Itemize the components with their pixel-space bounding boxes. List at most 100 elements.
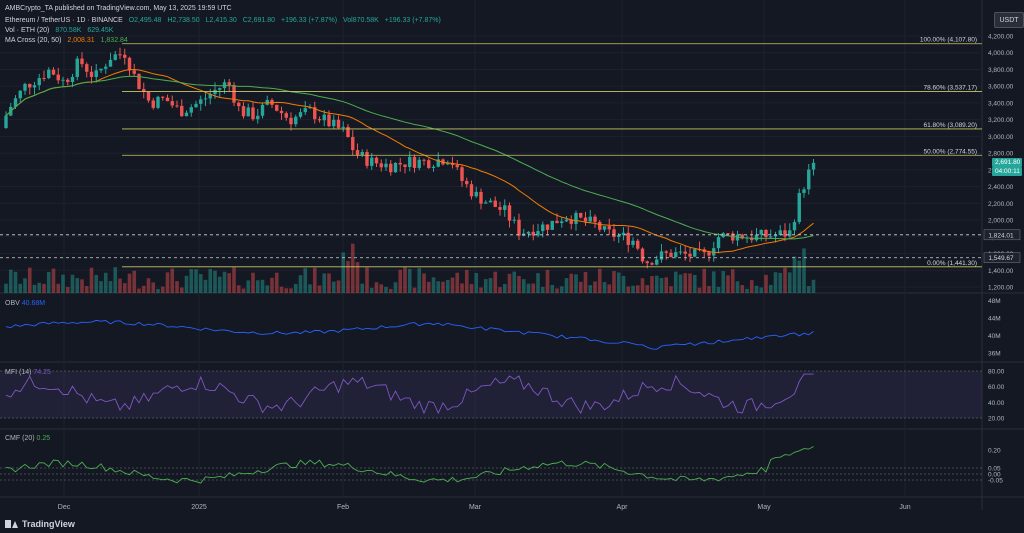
obv-legend[interactable]: OBV 40.68M bbox=[5, 300, 45, 307]
candle-body bbox=[18, 90, 22, 99]
candle-body bbox=[517, 219, 521, 236]
volume-bar bbox=[792, 256, 797, 293]
price-axis-label: 1,200.00 bbox=[988, 285, 1014, 292]
volume-bar bbox=[688, 273, 692, 293]
candle-body bbox=[384, 163, 388, 168]
obv-axis-label: 48M bbox=[988, 298, 1001, 305]
volume-bar bbox=[75, 278, 80, 293]
obv-label: OBV bbox=[5, 300, 20, 307]
volume-bar bbox=[132, 270, 137, 293]
price-axis-label: 1,400.00 bbox=[988, 268, 1014, 275]
volume-bar bbox=[303, 268, 308, 293]
candle-body bbox=[142, 88, 146, 92]
symbol-title[interactable]: Ethereum / TetherUS · 1D · BINANCE bbox=[5, 17, 123, 24]
candle-body bbox=[792, 222, 797, 231]
volume-bar bbox=[711, 271, 716, 293]
volume-bar bbox=[441, 281, 445, 293]
candle-body bbox=[332, 119, 336, 127]
candle-body bbox=[184, 112, 189, 117]
volume-bar bbox=[108, 281, 113, 293]
volume-bar bbox=[588, 285, 593, 293]
candle-body bbox=[621, 232, 626, 236]
volume-bar bbox=[398, 269, 403, 293]
volume-bar bbox=[654, 275, 659, 293]
volume-bar bbox=[716, 286, 721, 293]
volume-bar bbox=[659, 277, 664, 293]
cmf-legend[interactable]: CMF (20) 0.25 bbox=[5, 435, 50, 442]
volume-bar bbox=[255, 280, 260, 293]
candle-body bbox=[469, 184, 474, 197]
price-axis-label: 3,600.00 bbox=[988, 84, 1014, 91]
fib-level-label: 100.00% (4,107.80) bbox=[920, 37, 977, 44]
volume-bar bbox=[246, 280, 251, 293]
candle-body bbox=[123, 54, 127, 58]
volume-bar bbox=[697, 287, 702, 293]
candle-body bbox=[127, 57, 132, 71]
candle-body bbox=[99, 68, 103, 71]
candle-body bbox=[764, 229, 768, 237]
candle-body bbox=[346, 126, 350, 138]
volume-bar bbox=[521, 279, 526, 293]
volume-bar bbox=[650, 276, 654, 293]
candle-body bbox=[180, 105, 184, 117]
candle-body bbox=[189, 107, 193, 113]
price-axis-label: 2,400.00 bbox=[988, 184, 1014, 191]
volume-bar bbox=[768, 284, 773, 293]
volume-bar bbox=[555, 288, 559, 293]
volume-bar bbox=[355, 262, 360, 293]
candles-group bbox=[4, 47, 816, 269]
volume-bar bbox=[213, 270, 217, 293]
candle-body bbox=[631, 240, 635, 245]
volume-bar bbox=[707, 286, 711, 293]
candle-body bbox=[612, 229, 616, 237]
candle-body bbox=[379, 163, 383, 168]
price-axis-label: 3,800.00 bbox=[988, 67, 1014, 74]
candle-body bbox=[598, 221, 602, 230]
volume-bar bbox=[545, 269, 550, 293]
volume-bar bbox=[18, 283, 23, 293]
volume-bar bbox=[298, 275, 303, 293]
obv-axis-label: 36M bbox=[988, 351, 1001, 358]
volume-bar bbox=[151, 282, 156, 293]
volume-bar bbox=[89, 267, 94, 293]
volume-bar bbox=[764, 274, 768, 293]
candle-body bbox=[137, 73, 141, 89]
candle-body bbox=[199, 99, 203, 104]
candle-body bbox=[104, 66, 108, 69]
volume-bar bbox=[141, 285, 146, 293]
candle-body bbox=[769, 236, 773, 238]
price-axis-label: 3,000.00 bbox=[988, 134, 1014, 141]
candle-body bbox=[655, 259, 659, 265]
candle-body bbox=[688, 253, 692, 257]
candle-body bbox=[85, 64, 89, 72]
volume-bar bbox=[621, 275, 626, 293]
candle-body bbox=[28, 83, 32, 88]
obv-axis-label: 44M bbox=[988, 316, 1001, 323]
volume-bar bbox=[616, 272, 621, 293]
candle-body bbox=[740, 234, 744, 239]
candle-body bbox=[659, 251, 664, 260]
volume-bar bbox=[293, 283, 298, 293]
volume-bar bbox=[531, 283, 536, 293]
volume-bar bbox=[4, 283, 8, 293]
candle-body bbox=[213, 89, 217, 95]
candle-body bbox=[360, 151, 364, 156]
volume-bar bbox=[99, 281, 103, 293]
candle-body bbox=[89, 71, 94, 78]
price-axis-label: 2,000.00 bbox=[988, 218, 1014, 225]
mfi-legend[interactable]: MFI (14) 74.25 bbox=[5, 369, 51, 376]
volume-bar bbox=[778, 272, 783, 293]
candle-body bbox=[4, 115, 8, 129]
currency-button[interactable]: USDT bbox=[994, 12, 1024, 28]
volume-indicator-line[interactable]: Vol · ETH (20) 870.58K 629.45K bbox=[5, 27, 113, 35]
ma-cross-indicator-line[interactable]: MA Cross (20, 50) 2,008.31 1,832.84 bbox=[5, 37, 128, 45]
candle-body bbox=[788, 230, 792, 237]
candle-body bbox=[351, 137, 355, 151]
candle-body bbox=[541, 224, 545, 232]
time-axis-label: Dec bbox=[58, 504, 71, 511]
volume-bar bbox=[122, 283, 127, 293]
volume-bar bbox=[626, 286, 631, 293]
volume-bar bbox=[232, 267, 236, 293]
candle-body bbox=[450, 162, 455, 166]
